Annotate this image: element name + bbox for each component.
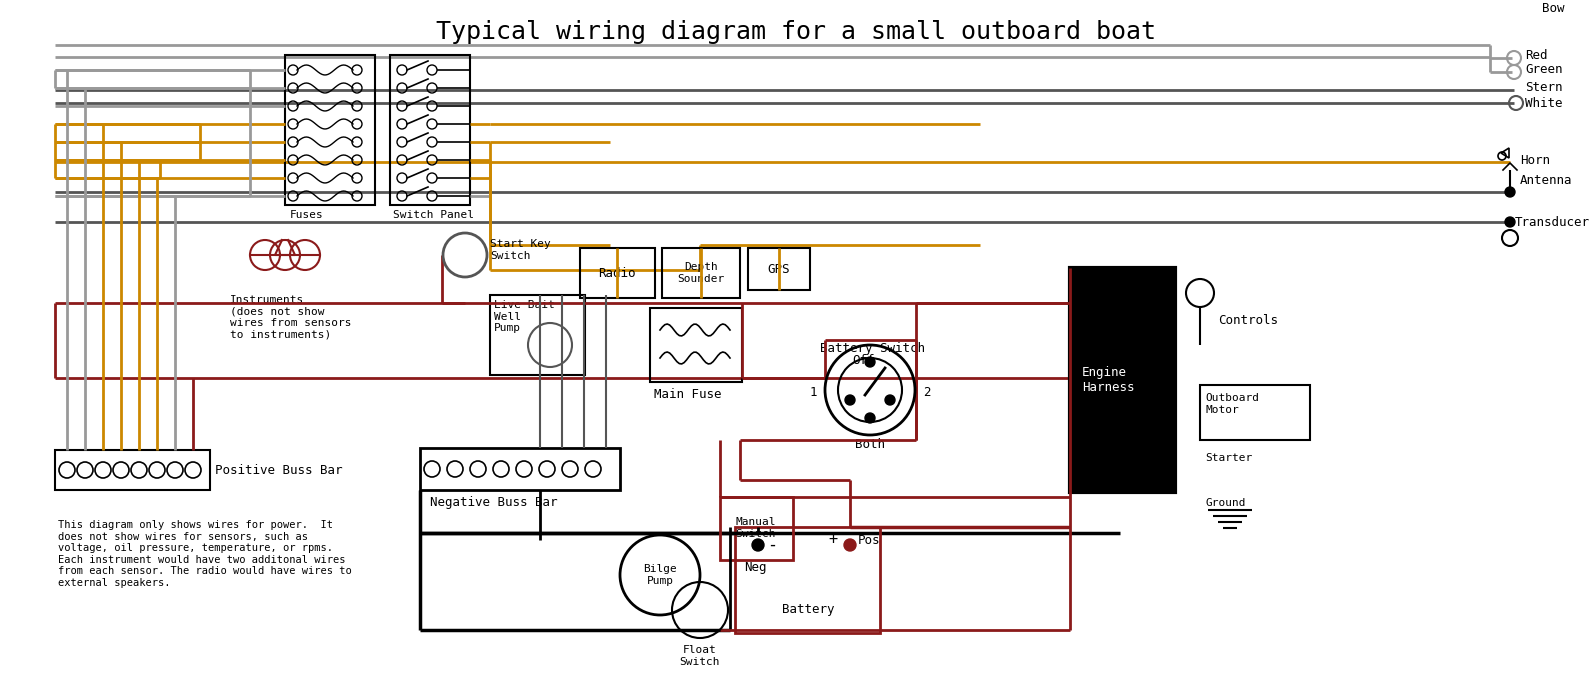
Text: Off: Off <box>852 354 874 366</box>
Text: Main Fuse: Main Fuse <box>654 388 721 401</box>
Text: Stern: Stern <box>1525 80 1562 93</box>
Circle shape <box>751 539 764 551</box>
Circle shape <box>885 395 895 405</box>
Text: 2: 2 <box>923 386 930 399</box>
Text: Controls: Controls <box>1218 314 1278 327</box>
Circle shape <box>1504 187 1516 197</box>
Circle shape <box>845 395 855 405</box>
Circle shape <box>864 413 876 423</box>
Bar <box>1200 385 1310 440</box>
Text: Manual
Switch: Manual Switch <box>736 517 777 539</box>
Text: Ground: Ground <box>1205 498 1245 508</box>
Text: Engine
Harness: Engine Harness <box>1083 366 1135 394</box>
Bar <box>662 248 740 298</box>
Text: Float
Switch: Float Switch <box>680 645 720 667</box>
Text: Negative Buss Bar: Negative Buss Bar <box>430 496 557 509</box>
Text: White: White <box>1525 97 1562 109</box>
Bar <box>1070 268 1175 492</box>
Bar <box>650 308 742 382</box>
Bar <box>390 55 470 205</box>
Bar <box>720 497 793 560</box>
Text: This diagram only shows wires for power.  It
does not show wires for sensors, su: This diagram only shows wires for power.… <box>57 520 352 588</box>
Text: Green: Green <box>1525 62 1562 75</box>
Bar <box>420 448 619 490</box>
Text: Start Key
Switch: Start Key Switch <box>490 239 551 261</box>
Circle shape <box>864 357 876 367</box>
Text: 1: 1 <box>809 386 817 399</box>
Text: +: + <box>829 533 847 547</box>
Text: Radio: Radio <box>599 267 635 279</box>
Text: Instruments
(does not show
wires from sensors
to instruments): Instruments (does not show wires from se… <box>229 295 352 340</box>
Text: Transducer: Transducer <box>1516 216 1590 229</box>
Bar <box>736 527 880 633</box>
Text: Live Bait
Well
Pump: Live Bait Well Pump <box>494 300 554 333</box>
Bar <box>579 248 654 298</box>
Bar <box>748 248 810 290</box>
Text: Battery: Battery <box>782 603 834 616</box>
Text: Starter: Starter <box>1205 453 1253 463</box>
Text: Red: Red <box>1525 48 1547 61</box>
Bar <box>490 295 584 375</box>
Bar <box>285 55 376 205</box>
Bar <box>56 450 210 490</box>
Text: Antenna: Antenna <box>1520 173 1573 187</box>
Text: Positive Buss Bar: Positive Buss Bar <box>215 464 342 477</box>
Text: Both: Both <box>855 437 885 451</box>
Text: Bow: Bow <box>1543 1 1565 15</box>
Text: GPS: GPS <box>767 263 790 276</box>
Text: Neg: Neg <box>743 562 766 574</box>
Text: Typical wiring diagram for a small outboard boat: Typical wiring diagram for a small outbo… <box>436 20 1156 44</box>
Text: Outboard
Motor: Outboard Motor <box>1205 393 1259 415</box>
Text: Depth
Sounder: Depth Sounder <box>677 262 724 284</box>
Circle shape <box>1504 217 1516 227</box>
Text: Horn: Horn <box>1520 153 1551 167</box>
Text: Pos: Pos <box>858 535 880 547</box>
Circle shape <box>844 539 856 551</box>
Text: Bilge
Pump: Bilge Pump <box>643 564 677 586</box>
Text: Fuses: Fuses <box>290 210 323 220</box>
Text: Battery Switch: Battery Switch <box>820 341 925 354</box>
Text: -: - <box>748 536 778 554</box>
Text: Switch Panel: Switch Panel <box>393 210 474 220</box>
